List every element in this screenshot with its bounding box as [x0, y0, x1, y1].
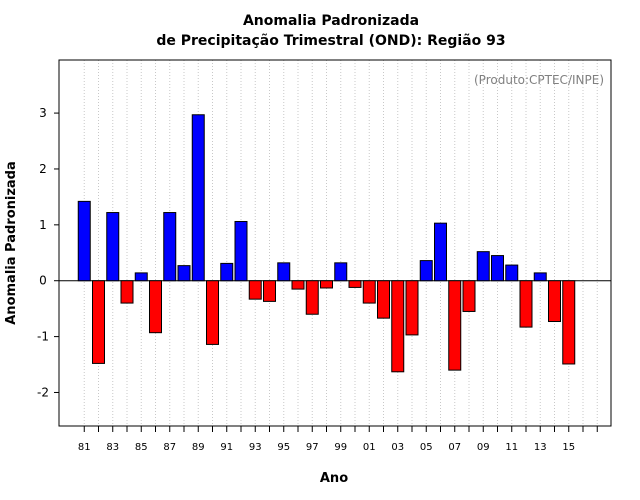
bar-83 — [106, 212, 120, 282]
bar-84 — [120, 280, 134, 304]
x-tick-label: 93 — [249, 442, 262, 453]
plot-frame — [58, 59, 612, 427]
y-axis-label: Anomalia Padronizada — [4, 161, 19, 325]
bar-13 — [533, 272, 547, 282]
x-tick-label: 95 — [277, 442, 290, 453]
x-tick-label: 99 — [334, 442, 347, 453]
bar-08 — [462, 280, 476, 312]
x-axis: 81 83 85 87 89 91 93 95 97 99 01 03 05 07 09 11 13 15 — [78, 426, 598, 453]
bar-94 — [263, 280, 276, 302]
x-axis-label: Ano — [320, 471, 348, 486]
bar-96 — [291, 280, 305, 290]
x-tick-label: 83 — [106, 442, 119, 453]
x-tick-label: 09 — [477, 442, 490, 453]
chart-title-line2: de Precipitação Trimestral (OND): Região… — [156, 33, 505, 49]
bar-97 — [305, 280, 319, 315]
bar-99 — [334, 262, 348, 282]
bar-02 — [377, 280, 390, 319]
x-tick-label: 03 — [391, 442, 404, 453]
bar-95 — [277, 262, 291, 282]
bar-85 — [134, 272, 148, 282]
bar-07 — [448, 280, 462, 371]
bar-10 — [491, 255, 504, 282]
x-tick-label: 01 — [363, 442, 376, 453]
y-tick-label: 1 — [39, 218, 47, 232]
x-tick-label: 85 — [135, 442, 148, 453]
y-tick-label: 3 — [39, 106, 47, 120]
x-tick-label: 15 — [562, 442, 575, 453]
bar-06 — [434, 222, 447, 282]
vertical-grid — [83, 60, 598, 426]
x-tick-label: 05 — [420, 442, 433, 453]
bar-89 — [191, 114, 205, 282]
bar-92 — [234, 220, 248, 282]
bar-98 — [320, 280, 333, 289]
y-tick-label: 0 — [39, 274, 47, 288]
x-tick-label: 11 — [505, 442, 518, 453]
source-annotation: (Produto:CPTEC/INPE) — [474, 73, 604, 87]
bar-05 — [419, 260, 433, 282]
x-tick-label: 87 — [163, 442, 176, 453]
bar-11 — [505, 264, 519, 282]
bar-81 — [77, 200, 91, 282]
bar-09 — [476, 251, 490, 282]
bar-87 — [163, 212, 177, 282]
y-tick-label: -1 — [37, 330, 49, 344]
x-tick-label: 13 — [534, 442, 547, 453]
y-axis: -2 -1 0 1 2 3 — [37, 106, 59, 399]
x-tick-label: 89 — [192, 442, 205, 453]
bar-03 — [391, 280, 405, 373]
bar-86 — [149, 280, 162, 334]
x-tick-label: 07 — [448, 442, 461, 453]
bar-14 — [548, 280, 561, 323]
bar-04 — [405, 280, 419, 336]
bar-93 — [248, 280, 262, 300]
x-tick-label: 81 — [78, 442, 91, 453]
chart-title-line1: Anomalia Padronizada — [243, 13, 419, 29]
x-tick-label: 91 — [220, 442, 233, 453]
bar-88 — [177, 265, 191, 282]
y-tick-label: -2 — [37, 385, 49, 399]
bar-01 — [362, 280, 376, 304]
bars — [77, 114, 576, 373]
bar-00 — [348, 280, 362, 288]
bar-12 — [519, 280, 533, 328]
bar-15 — [562, 280, 576, 365]
x-tick-label: 97 — [306, 442, 319, 453]
bar-82 — [92, 280, 105, 364]
bar-91 — [220, 262, 234, 282]
bar-90 — [206, 280, 219, 345]
y-tick-label: 2 — [39, 162, 47, 176]
